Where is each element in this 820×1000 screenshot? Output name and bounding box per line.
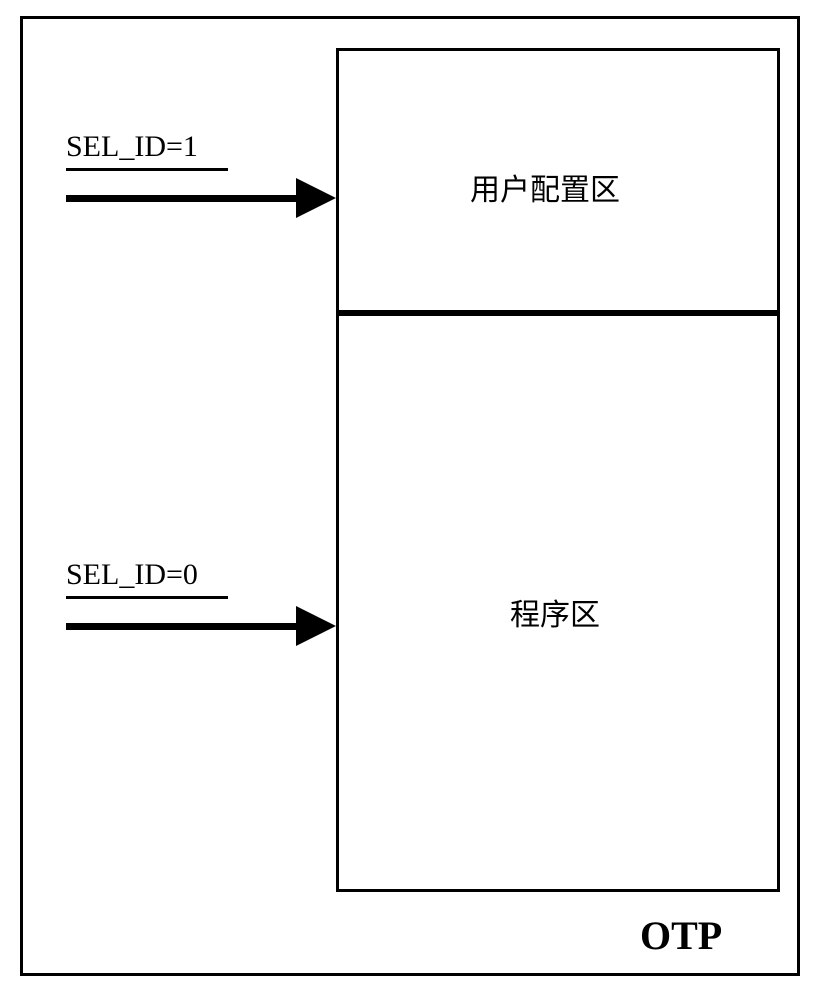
sel-id-0-label: SEL_ID=0 [66, 558, 198, 592]
config-region-label: 用户配置区 [470, 165, 620, 209]
sel-id-1-label: SEL_ID=1 [66, 130, 198, 164]
sel-id-0-underline [66, 596, 228, 599]
program-region-label: 程序区 [510, 590, 600, 634]
region-divider [336, 310, 780, 316]
sel-id-1-arrow-line [66, 195, 296, 202]
otp-title: OTP [640, 912, 722, 959]
sel-id-0-arrow-line [66, 623, 296, 630]
sel-id-0-arrow-head [296, 606, 336, 646]
sel-id-1-arrow-head [296, 178, 336, 218]
sel-id-1-underline [66, 168, 228, 171]
